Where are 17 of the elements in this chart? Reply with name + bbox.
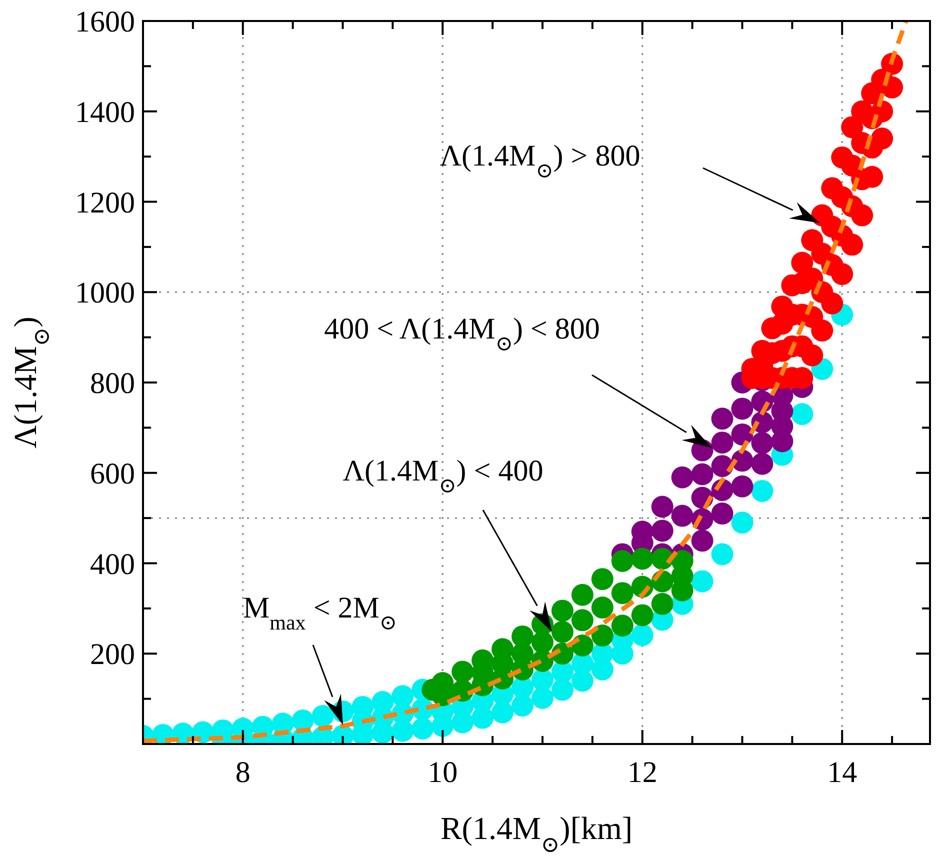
x-axis-title: R(1.4M$_{⊙}$)[km] — [440, 810, 633, 856]
annotation: Λ(1.4M$_{⊙}$) < 400 — [342, 454, 544, 498]
annotation: 400 < Λ(1.4M$_{⊙}$) < 800 — [324, 312, 600, 356]
y-tick-label: 800 — [90, 367, 135, 400]
x-tick-label: 14 — [827, 756, 858, 789]
annotation: M$_{max}$ < 2M$_{⊙}$ — [242, 592, 398, 634]
x-tick-label: 10 — [428, 756, 458, 789]
y-tick-label: 200 — [90, 638, 135, 672]
y-tick-label: 600 — [90, 457, 135, 490]
y-tick-label: 1200 — [75, 186, 135, 220]
y-tick-label: 1600 — [75, 6, 135, 38]
x-tick-label: 8 — [235, 756, 250, 789]
annotation: Λ(1.4M$_{⊙}$) > 800 — [440, 140, 640, 182]
y-tick-label: 1000 — [75, 276, 135, 310]
x-tick-label: 12 — [627, 756, 658, 789]
y-tick-label: 1400 — [75, 96, 135, 129]
y-tick-label: 400 — [90, 548, 135, 581]
